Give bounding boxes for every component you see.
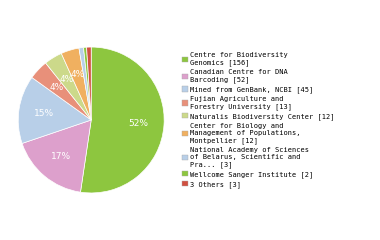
Wedge shape <box>81 47 164 193</box>
Wedge shape <box>32 63 91 120</box>
Text: 15%: 15% <box>34 108 54 118</box>
Wedge shape <box>46 54 91 120</box>
Text: 4%: 4% <box>59 75 74 84</box>
Wedge shape <box>84 47 91 120</box>
Legend: Centre for Biodiversity
Genomics [156], Canadian Centre for DNA
Barcoding [52], : Centre for Biodiversity Genomics [156], … <box>182 53 335 187</box>
Text: 52%: 52% <box>128 119 149 128</box>
Wedge shape <box>18 78 91 144</box>
Text: 4%: 4% <box>50 83 64 92</box>
Text: 4%: 4% <box>70 70 84 79</box>
Wedge shape <box>87 47 91 120</box>
Wedge shape <box>61 48 91 120</box>
Wedge shape <box>22 120 91 192</box>
Wedge shape <box>79 48 91 120</box>
Text: 17%: 17% <box>51 152 71 161</box>
